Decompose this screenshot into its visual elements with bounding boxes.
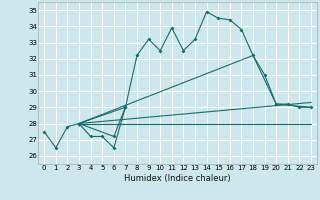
X-axis label: Humidex (Indice chaleur): Humidex (Indice chaleur) (124, 174, 231, 183)
